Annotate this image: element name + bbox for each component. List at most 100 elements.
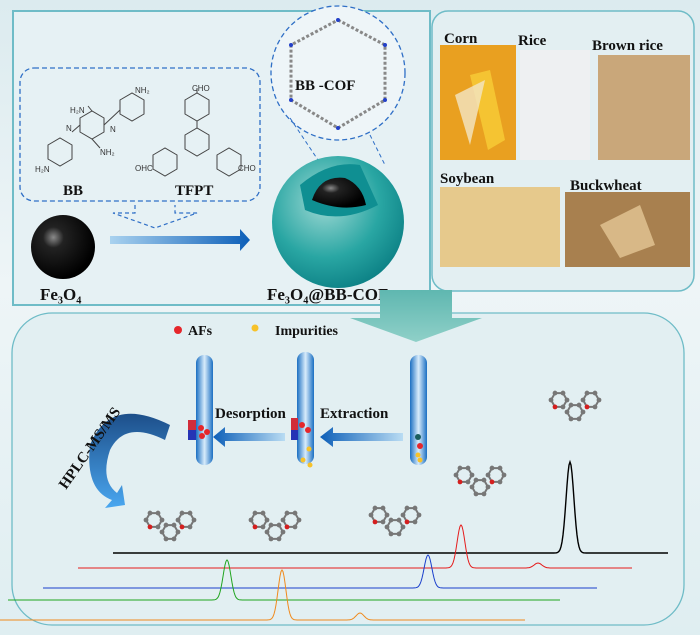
tfpt-ohc-label: OHC [135,164,153,173]
atom [191,517,197,523]
sample-label-buckwheat: Buckwheat [570,178,642,194]
atom [175,517,181,523]
atom [489,479,495,485]
sample-corn [440,45,516,160]
desorption-label: Desorption [215,406,286,422]
sample-soybean [440,187,560,267]
atom [497,465,503,471]
atom [584,404,590,410]
tfpt-cho-label: CHO [238,164,256,173]
hplc-curved-arrow-icon [89,413,170,508]
zoom-line [289,117,321,164]
atom [576,402,582,408]
atom [260,524,266,530]
bb-n-label: N [66,124,72,133]
fe3o4-sphere [31,215,95,279]
atom [179,510,185,516]
atom [396,517,402,523]
cof-label: BB -COF [295,78,355,94]
atom [280,517,286,523]
atom [276,522,282,528]
chromatogram-trace [78,524,632,569]
molecule-model [453,465,507,497]
atom [252,524,258,530]
bb-structure [47,92,145,167]
atom [163,522,169,528]
atom [400,524,406,530]
atom [453,472,459,478]
atom [548,397,554,403]
bb-n-label: N [110,125,116,134]
atom [159,517,165,523]
composite-label: Fe₃O₄@BB-COF [267,285,388,304]
bb-nh2-label: H₂N [35,165,50,174]
atom [143,517,149,523]
chromatogram-trace [43,554,597,589]
atom [368,512,374,518]
atom [552,390,558,396]
atom [171,536,177,542]
molecule-model [143,510,197,542]
tube-extraction [291,352,314,468]
atom [412,505,418,511]
atom [564,397,570,403]
atom [260,510,266,516]
atom [175,529,181,535]
flow-arrow-icon [350,290,482,342]
dashed-arrow-icon [112,205,198,229]
atom [580,397,586,403]
atom [380,505,386,511]
chromatogram-trace [0,569,525,621]
chromatograms [0,459,668,621]
synthesis-arrow-icon [110,229,250,251]
zoom-line [369,134,386,166]
atom [372,505,378,511]
atom [501,472,507,478]
atom [576,416,582,422]
afs-dot-icon [174,326,182,334]
atom [163,536,169,542]
atom [416,512,422,518]
bb-nh2-label: NH₂ [135,86,150,95]
atom [481,491,487,497]
monomer-box [19,67,261,202]
atom [404,505,410,511]
atom [171,522,177,528]
atom [292,510,298,516]
atom [560,404,566,410]
extraction-arrow-icon [320,427,403,447]
sample-label-soybean: Soybean [440,171,495,187]
atom [248,517,254,523]
molecule-model [248,510,302,542]
atom [264,529,270,535]
atom [372,519,378,525]
extraction-label: Extraction [320,406,389,422]
atom [596,397,602,403]
atom [155,524,161,530]
atom [473,491,479,497]
atom [465,479,471,485]
bb-label: BB [63,183,83,199]
tfpt-structure [152,88,242,177]
atom [404,519,410,525]
atom [552,404,558,410]
sample-rice [520,50,590,160]
sample-label-corn: Corn [444,31,478,47]
atom [481,477,487,483]
atom [497,479,503,485]
atom [284,524,290,530]
atom [388,517,394,523]
atom [485,472,491,478]
atom [155,510,161,516]
atom [457,465,463,471]
bb-nh2-label: NH₂ [100,148,115,157]
tfpt-cho-label: CHO [192,84,210,93]
atom [187,524,193,530]
atom [568,402,574,408]
atom [159,529,165,535]
atom [264,517,270,523]
atom [384,512,390,518]
sample-brown-rice [598,55,690,160]
